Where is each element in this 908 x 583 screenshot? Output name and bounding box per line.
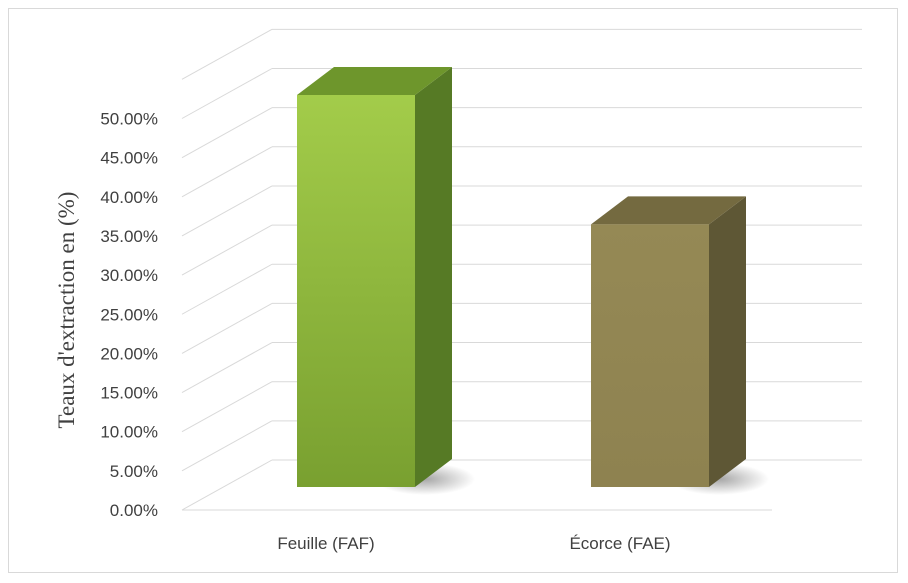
gridlines: [181, 28, 862, 511]
bar-front: [297, 95, 415, 487]
y-tick-label: 35.00%: [100, 227, 158, 246]
y-tick-label: 40.00%: [100, 188, 158, 207]
gridline-diagonal: [181, 107, 273, 159]
y-tick-label: 20.00%: [100, 344, 158, 363]
x-tick-label: Écorce (FAE): [569, 534, 670, 553]
bar-side: [415, 67, 452, 487]
x-axis-labels: Feuille (FAF) Écorce (FAE): [277, 534, 670, 553]
y-tick-label: 0.00%: [110, 501, 158, 520]
bar-front: [591, 224, 709, 488]
y-tick-label: 5.00%: [110, 462, 158, 481]
gridline-diagonal: [181, 342, 273, 393]
bar-top: [297, 67, 452, 95]
bars: [297, 67, 769, 495]
y-tick-label: 45.00%: [100, 149, 158, 168]
y-axis-label: Teaux d'extraction en (%): [54, 192, 79, 429]
y-tick-label: 30.00%: [100, 266, 158, 285]
bar-top: [591, 196, 746, 225]
y-tick-label: 25.00%: [100, 305, 158, 324]
x-tick-label: Feuille (FAF): [277, 534, 374, 553]
gridline-diagonal: [181, 146, 273, 198]
y-tick-label: 50.00%: [100, 110, 158, 129]
gridline-diagonal: [181, 459, 273, 511]
gridline-diagonal: [181, 263, 273, 315]
gridline-diagonal: [181, 185, 273, 237]
y-axis-ticks: 0.00% 5.00% 10.00% 15.00% 20.00% 25.00% 30.00%…: [100, 110, 158, 521]
gridline-diagonal: [181, 420, 273, 472]
bar-side: [709, 196, 746, 488]
gridline-diagonal: [181, 28, 273, 80]
gridline-diagonal: [181, 68, 273, 119]
y-tick-label: 10.00%: [100, 423, 158, 442]
gridline-diagonal: [181, 381, 273, 433]
bar-1: [591, 196, 769, 495]
gridline-diagonal: [181, 224, 273, 276]
y-tick-label: 15.00%: [100, 384, 158, 403]
bar-0: [297, 67, 475, 495]
gridline-diagonal: [181, 302, 273, 354]
